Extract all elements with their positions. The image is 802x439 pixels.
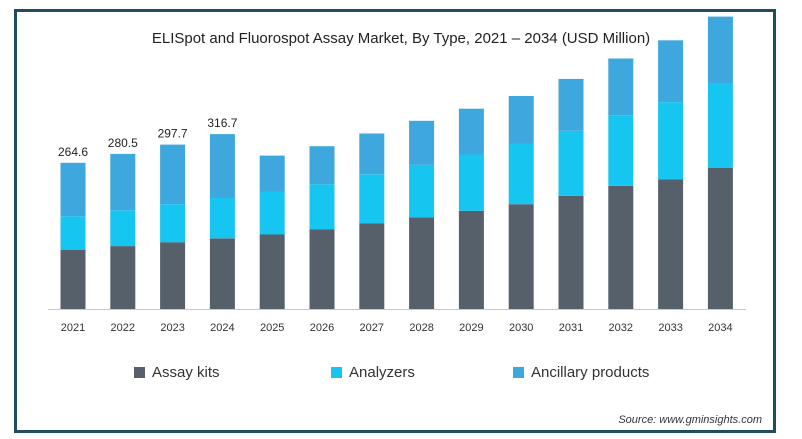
x-tick-label-2032: 2032 xyxy=(609,322,633,334)
bar-ancillary-products-2024 xyxy=(209,134,235,198)
bar-analyzers-2025 xyxy=(259,191,285,235)
legend-item-assay-kits: Assay kits xyxy=(134,364,220,381)
bar-ancillary-products-2026 xyxy=(309,146,335,185)
bar-ancillary-products-2028 xyxy=(409,120,435,165)
bar-ancillary-products-2030 xyxy=(508,96,534,144)
bar-analyzers-2034 xyxy=(707,83,733,168)
data-label-2022: 280.5 xyxy=(108,136,138,150)
x-tick-label-2024: 2024 xyxy=(210,322,234,334)
legend-item-ancillary-products: Ancillary products xyxy=(513,364,649,381)
bar-assay-kits-2028 xyxy=(409,217,435,309)
bar-analyzers-2028 xyxy=(409,165,435,218)
bar-assay-kits-2027 xyxy=(359,223,385,309)
x-tick-label-2034: 2034 xyxy=(708,322,732,334)
legend-label: Analyzers xyxy=(349,364,415,381)
bar-assay-kits-2033 xyxy=(658,179,684,309)
x-tick-label-2029: 2029 xyxy=(459,322,483,334)
bar-assay-kits-2025 xyxy=(259,234,285,309)
bar-analyzers-2026 xyxy=(309,184,335,230)
bar-analyzers-2022 xyxy=(110,210,136,247)
legend-swatch xyxy=(134,367,145,378)
x-tick-label-2027: 2027 xyxy=(360,322,384,334)
x-tick-label-2021: 2021 xyxy=(61,322,85,334)
bar-assay-kits-2023 xyxy=(160,242,186,309)
bar-assay-kits-2021 xyxy=(60,250,86,309)
bar-assay-kits-2024 xyxy=(209,238,235,309)
x-tick-label-2025: 2025 xyxy=(260,322,284,334)
bar-ancillary-products-2022 xyxy=(110,153,136,211)
bar-assay-kits-2026 xyxy=(309,229,335,309)
data-label-2024: 316.7 xyxy=(207,116,237,130)
bar-ancillary-products-2023 xyxy=(160,144,186,205)
bar-ancillary-products-2033 xyxy=(658,40,684,103)
bar-analyzers-2027 xyxy=(359,174,385,224)
chart-legend: Assay kits Analyzers Ancillary products xyxy=(0,364,802,386)
x-tick-label-2023: 2023 xyxy=(160,322,184,334)
x-tick-label-2022: 2022 xyxy=(111,322,135,334)
bar-analyzers-2021 xyxy=(60,216,86,250)
bar-assay-kits-2030 xyxy=(508,204,534,309)
legend-swatch xyxy=(513,367,524,378)
chart-frame xyxy=(14,9,776,433)
x-tick-label-2026: 2026 xyxy=(310,322,334,334)
source-note: Source: www.gminsights.com xyxy=(618,414,762,426)
bar-ancillary-products-2034 xyxy=(707,16,733,84)
bar-assay-kits-2034 xyxy=(707,167,733,309)
bar-analyzers-2033 xyxy=(658,102,684,180)
data-label-2021: 264.6 xyxy=(58,145,88,159)
bar-assay-kits-2031 xyxy=(558,195,584,309)
bar-ancillary-products-2032 xyxy=(608,58,634,116)
x-tick-label-2033: 2033 xyxy=(658,322,682,334)
bar-ancillary-products-2025 xyxy=(259,155,285,192)
legend-label: Assay kits xyxy=(152,364,220,381)
bar-assay-kits-2032 xyxy=(608,186,634,309)
bar-assay-kits-2022 xyxy=(110,246,136,309)
legend-item-analyzers: Analyzers xyxy=(331,364,415,381)
x-tick-label-2031: 2031 xyxy=(559,322,583,334)
bar-ancillary-products-2027 xyxy=(359,133,385,175)
bar-ancillary-products-2021 xyxy=(60,162,86,217)
chart-title: ELISpot and Fluorospot Assay Market, By … xyxy=(151,30,651,47)
data-label-2023: 297.7 xyxy=(158,127,188,141)
bar-analyzers-2032 xyxy=(608,115,634,186)
bar-analyzers-2023 xyxy=(160,204,186,243)
x-tick-label-2028: 2028 xyxy=(409,322,433,334)
bar-analyzers-2029 xyxy=(458,154,484,211)
bar-ancillary-products-2029 xyxy=(458,108,484,155)
bar-assay-kits-2029 xyxy=(458,210,484,309)
bar-analyzers-2024 xyxy=(209,197,235,239)
bar-analyzers-2030 xyxy=(508,143,534,205)
bar-ancillary-products-2031 xyxy=(558,78,584,131)
legend-swatch xyxy=(331,367,342,378)
x-tick-label-2030: 2030 xyxy=(509,322,533,334)
legend-label: Ancillary products xyxy=(531,364,650,381)
bar-analyzers-2031 xyxy=(558,130,584,196)
